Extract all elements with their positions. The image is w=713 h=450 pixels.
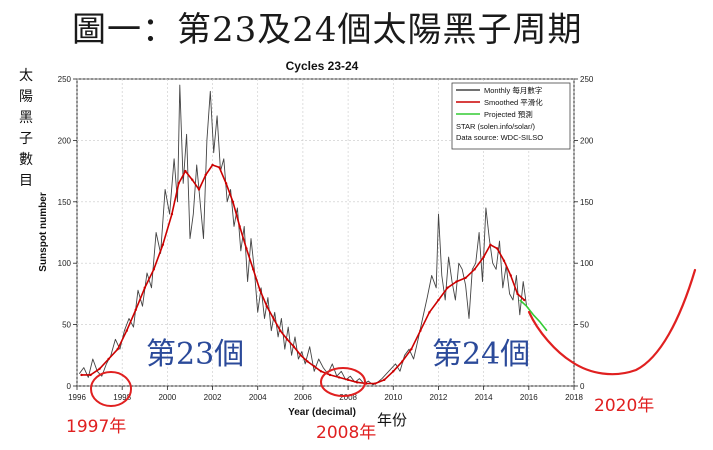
- smoothed-point: [338, 376, 340, 378]
- x-tick-label: 2006: [294, 393, 312, 402]
- smoothed-point: [80, 374, 82, 376]
- smoothed-point: [266, 305, 268, 307]
- year-2020-annotation: 2020年: [594, 396, 654, 416]
- smoothed-point: [126, 330, 128, 332]
- smoothed-point: [177, 182, 179, 184]
- smoothed-point: [299, 354, 301, 356]
- legend-note: Data source: WDC-SILSO: [456, 133, 543, 142]
- smoothed-point: [245, 247, 247, 249]
- smoothed-point: [205, 174, 207, 176]
- smoothed-point: [482, 256, 484, 258]
- smoothed-point: [401, 360, 403, 362]
- smoothed-point: [347, 379, 349, 381]
- cycle-24-annotation: 第24個: [432, 337, 530, 372]
- smoothed-point: [116, 348, 118, 350]
- y-tick-label-right: 250: [580, 75, 594, 84]
- smoothed-point: [496, 247, 498, 249]
- smoothed-point: [464, 277, 466, 279]
- y-tick-label-right: 100: [580, 259, 594, 268]
- smoothed-point: [510, 274, 512, 276]
- smoothed-point: [211, 164, 213, 166]
- smoothed-point: [503, 260, 505, 262]
- y-tick-label-right: 50: [580, 321, 589, 330]
- y-tick-label: 150: [58, 198, 72, 207]
- smoothed-point: [410, 348, 412, 350]
- smoothed-point: [153, 268, 155, 270]
- smoothed-point: [98, 368, 100, 370]
- smoothed-point: [135, 309, 137, 311]
- smoothed-point: [356, 381, 358, 383]
- y-tick-label: 200: [58, 136, 72, 145]
- x-tick-label: 2018: [565, 393, 583, 402]
- smoothed-point: [279, 330, 281, 332]
- smoothed-point: [419, 330, 421, 332]
- smoothed-point: [489, 244, 491, 246]
- smoothed-point: [320, 370, 322, 372]
- y-tick-label-right: 0: [580, 382, 585, 391]
- chart-legend: Monthly 每月數字 Smoothed 平滑化 Projected 預測 STAR…: [452, 83, 570, 149]
- y-tick-label: 100: [58, 259, 72, 268]
- x-tick-label: 2012: [430, 393, 448, 402]
- smoothed-point: [428, 311, 430, 313]
- smoothed-point: [162, 244, 164, 246]
- y-tick-label-right: 150: [580, 198, 594, 207]
- x-tick-label: 2010: [384, 393, 402, 402]
- year-2008-annotation: 2008年: [316, 423, 376, 443]
- smoothed-point: [218, 166, 220, 168]
- chart-title: Cycles 23-24: [286, 59, 359, 73]
- smoothed-point: [259, 289, 261, 291]
- smoothed-point: [184, 170, 186, 172]
- smoothed-point: [392, 370, 394, 372]
- smoothed-point: [473, 268, 475, 270]
- legend-label: Smoothed 平滑化: [484, 97, 543, 107]
- smoothed-point: [306, 360, 308, 362]
- year-1997-annotation: 1997年: [66, 417, 126, 437]
- y-tick-label-right: 200: [580, 136, 594, 145]
- smoothed-point: [232, 201, 234, 203]
- smoothed-point: [107, 358, 109, 360]
- smoothed-point: [272, 317, 274, 319]
- x-tick-label: 1996: [68, 393, 86, 402]
- smoothed-point: [329, 374, 331, 376]
- legend-note: STAR (solen.info/solar/): [456, 122, 536, 131]
- x-tick-label: 2002: [204, 393, 222, 402]
- smoothed-point: [383, 379, 385, 381]
- smoothed-point: [198, 188, 200, 190]
- smoothed-point: [191, 178, 193, 180]
- smoothed-point: [455, 280, 457, 282]
- smoothed-point: [523, 299, 525, 301]
- smoothed-point: [437, 299, 439, 301]
- y-axis-label: Sunspot number: [38, 192, 49, 272]
- smoothed-point: [374, 382, 376, 384]
- smoothed-point: [516, 293, 518, 295]
- smoothed-point: [144, 287, 146, 289]
- y-tick-label: 50: [62, 321, 71, 330]
- x-axis-label: Year (decimal): [288, 407, 356, 418]
- smoothed-point: [225, 182, 227, 184]
- x-axis-label-zh: 年份: [377, 411, 407, 429]
- legend-label: Projected 預測: [484, 109, 533, 119]
- smoothed-point: [446, 287, 448, 289]
- x-tick-label: 2004: [249, 393, 267, 402]
- x-tick-label: 2000: [158, 393, 176, 402]
- y-tick-label: 0: [67, 382, 72, 391]
- smoothed-point: [286, 338, 288, 340]
- smoothed-point: [238, 225, 240, 227]
- y-tick-label: 250: [58, 75, 72, 84]
- legend-label: Monthly 每月數字: [484, 85, 542, 95]
- cycle-23-annotation: 第23個: [146, 337, 244, 372]
- smoothed-point: [89, 374, 91, 376]
- smoothed-point: [252, 268, 254, 270]
- smoothed-point: [171, 213, 173, 215]
- x-tick-label: 2016: [520, 393, 538, 402]
- x-tick-label: 2014: [475, 393, 493, 402]
- smoothed-point: [313, 365, 315, 367]
- smoothed-point: [293, 346, 295, 348]
